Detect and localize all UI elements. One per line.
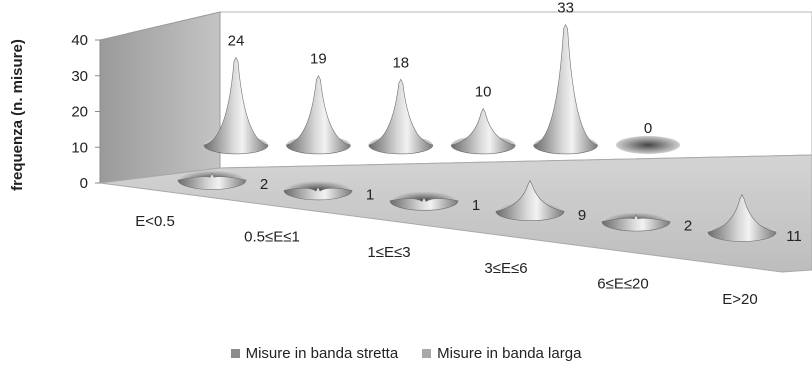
y-axis-title: frequenza (n. misure) — [9, 39, 26, 191]
cone-banda-larga-0-body — [203, 56, 269, 155]
cone-banda-stretta-4 — [601, 212, 671, 232]
cone-banda-stretta-2-body — [389, 196, 459, 211]
x-category-label: 0.5≤E≤1 — [244, 229, 300, 246]
cone-banda-larga-3-body — [450, 107, 516, 155]
x-category-label: 3≤E≤6 — [484, 260, 527, 277]
data-label-banda-larga: 24 — [228, 32, 245, 49]
legend-swatch — [230, 349, 240, 358]
cone-banda-larga-3 — [450, 107, 516, 155]
data-label-banda-stretta: 1 — [472, 197, 480, 214]
cone-banda-larga-4 — [533, 23, 598, 155]
cone-banda-larga-2-body — [368, 78, 434, 155]
cone-banda-larga-5 — [616, 136, 680, 154]
cone-banda-larga-5-base — [616, 136, 680, 154]
x-axis-labels: E<0.5 0.5≤E≤1 1≤E≤3 3≤E≤6 6≤E≤20 E>20 — [135, 213, 758, 308]
cone-banda-stretta-3 — [495, 179, 565, 222]
legend-item: Misure in banda stretta — [230, 345, 399, 362]
data-label-banda-stretta: 11 — [786, 228, 802, 245]
y-tick-label: 0 — [80, 175, 88, 192]
cone-banda-stretta-2 — [389, 191, 459, 211]
cone-banda-larga-1 — [286, 74, 351, 155]
y-tick-label: 30 — [71, 68, 88, 85]
cone-banda-stretta-5 — [707, 193, 777, 242]
data-label-banda-larga: 33 — [557, 0, 574, 17]
data-label-banda-larga: 10 — [475, 84, 492, 101]
cone-banda-stretta-0-body — [177, 172, 247, 190]
data-label-banda-larga: 0 — [644, 120, 652, 137]
data-label-banda-stretta: 2 — [260, 176, 268, 193]
cone-banda-larga-4-body — [533, 23, 598, 155]
cone-banda-larga-1-body — [286, 74, 351, 155]
data-label-banda-stretta: 1 — [366, 186, 374, 203]
x-category-label: E<0.5 — [135, 213, 175, 230]
x-category-label: E>20 — [722, 291, 757, 308]
cone-banda-larga-0 — [203, 56, 269, 155]
legend-label: Misure in banda stretta — [245, 345, 399, 362]
legend-swatch — [422, 349, 432, 358]
legend-label: Misure in banda larga — [437, 345, 582, 362]
y-ticks: 0 10 20 30 40 — [71, 32, 100, 192]
legend: Misure in banda stretta Misure in banda l… — [0, 345, 812, 362]
y-tick-label: 20 — [71, 104, 88, 121]
cone-banda-larga-2 — [368, 78, 434, 155]
y-tick-label: 10 — [71, 139, 88, 156]
cone-banda-stretta-5-body — [707, 193, 777, 242]
cone-banda-stretta-0 — [177, 170, 247, 190]
cone-banda-stretta-3-body — [495, 179, 565, 222]
cone-banda-stretta-1 — [283, 180, 353, 201]
chart-walls — [99, 11, 812, 273]
y-tick-label: 40 — [71, 32, 88, 49]
side-wall — [99, 11, 221, 184]
data-label-banda-larga: 19 — [310, 51, 327, 68]
legend-item: Misure in banda larga — [422, 345, 581, 362]
x-category-label: 1≤E≤3 — [367, 244, 410, 261]
data-label-banda-stretta: 2 — [684, 218, 692, 235]
data-label-banda-larga: 18 — [392, 54, 409, 71]
data-label-banda-stretta: 9 — [578, 207, 586, 224]
y-axis: 0 10 20 30 40 frequenza (n. misure) — [9, 32, 101, 192]
floor — [99, 154, 812, 273]
cone-banda-stretta-1-body — [283, 186, 353, 201]
x-category-label: 6≤E≤20 — [597, 275, 649, 292]
cone-banda-stretta-4-body — [601, 214, 671, 232]
